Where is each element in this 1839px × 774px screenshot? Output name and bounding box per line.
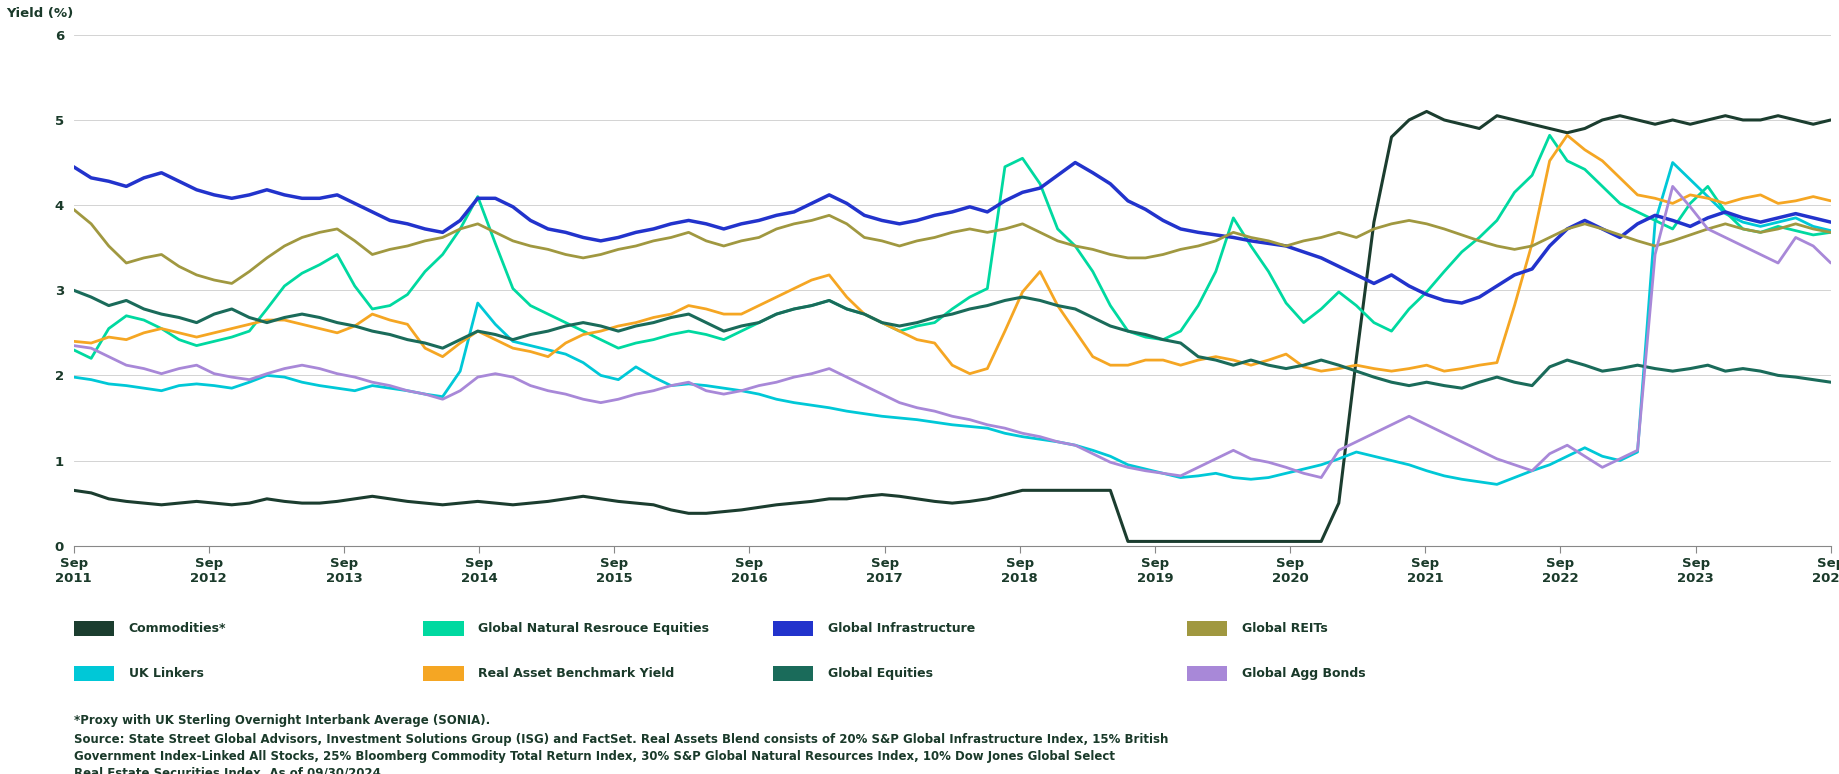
Text: *Proxy with UK Sterling Overnight Interbank Average (SONIA).: *Proxy with UK Sterling Overnight Interb… [74,714,489,727]
Text: Global REITs: Global REITs [1241,622,1328,635]
Text: Global Agg Bonds: Global Agg Bonds [1241,667,1365,680]
Text: Commodities*: Commodities* [129,622,226,635]
Text: UK Linkers: UK Linkers [129,667,204,680]
Text: Yield (%): Yield (%) [6,6,74,19]
Text: Global Natural Resrouce Equities: Global Natural Resrouce Equities [478,622,710,635]
Text: Global Infrastructure: Global Infrastructure [828,622,975,635]
Text: Global Equities: Global Equities [828,667,932,680]
Text: Real Asset Benchmark Yield: Real Asset Benchmark Yield [478,667,675,680]
Text: Source: State Street Global Advisors, Investment Solutions Group (ISG) and FactS: Source: State Street Global Advisors, In… [74,733,1168,774]
